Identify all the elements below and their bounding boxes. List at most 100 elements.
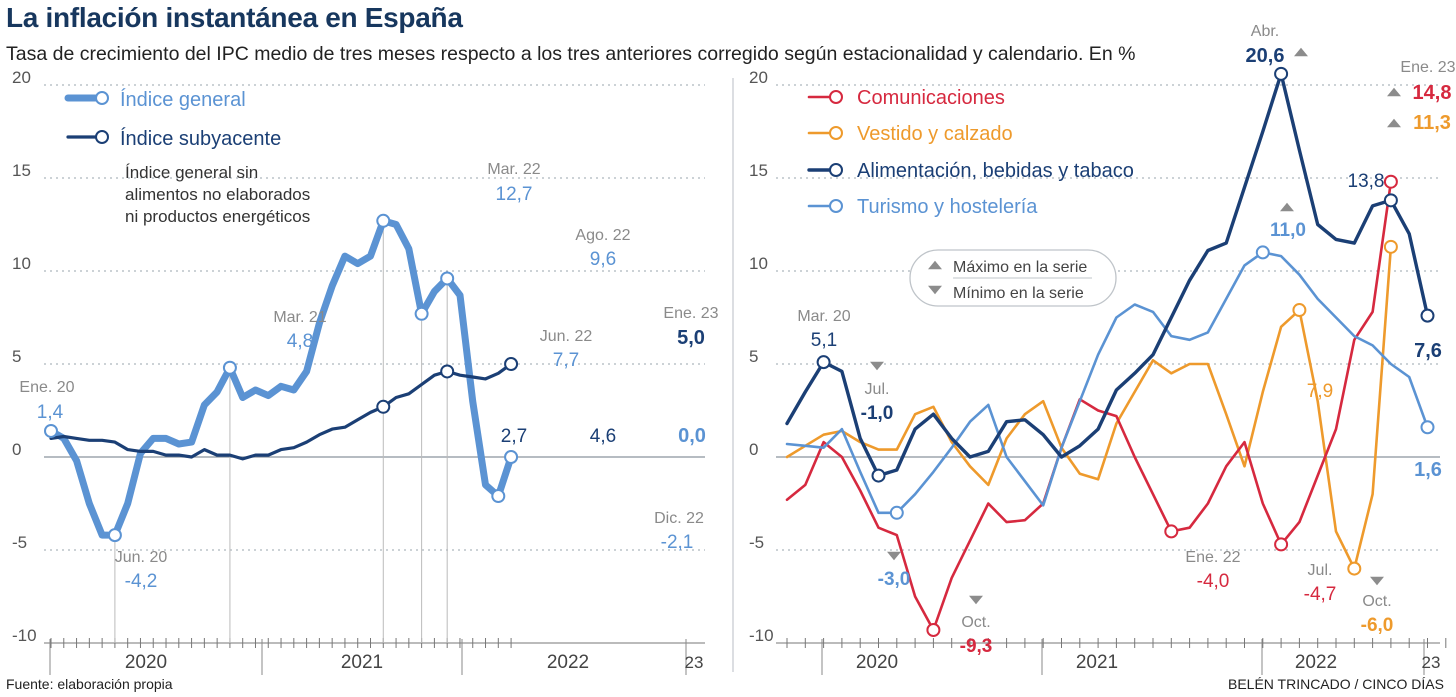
left-year-label: 2022	[547, 652, 589, 673]
annotation-value: 0,0	[678, 425, 706, 447]
legend-label-general: Índice general	[120, 88, 246, 111]
vestido-marker	[1347, 561, 1362, 576]
left-year-label: 2021	[341, 652, 383, 673]
annotation-value: 20,6	[1246, 45, 1285, 67]
indice-general-marker	[44, 423, 58, 438]
max-marker-triangle	[1280, 202, 1294, 212]
indice-subyacente-marker	[376, 399, 391, 414]
legend-marker-general	[95, 91, 109, 105]
indice-general-marker	[440, 271, 455, 286]
vestido-marker	[1292, 303, 1307, 318]
indice-general-marker	[107, 528, 122, 543]
annotation-value: -9,3	[960, 636, 993, 657]
annotation-value: -4,0	[1197, 571, 1230, 592]
legend-note-line: Índice general sin	[125, 163, 258, 182]
page-subtitle: Tasa de crecimiento del IPC medio de tre…	[6, 43, 1136, 65]
annotation-value: 7,9	[1307, 381, 1333, 402]
indice-general-marker	[376, 213, 391, 228]
annotation-value: 7,7	[553, 350, 579, 371]
right-chart-panel: 20 15 10 5 0 -5 -10 2020 2021 2022 23 Mar. 20 5,1 Jul…	[749, 23, 1456, 675]
annotation-date: Ene. 23	[663, 305, 718, 322]
legend-label: Comunicaciones	[857, 87, 1005, 109]
key-max-triangle	[928, 260, 942, 270]
annotation-date: Ago. 22	[575, 227, 630, 244]
annotation-date: Ene. 20	[19, 379, 74, 396]
annotation-date: Mar. 20	[797, 308, 850, 325]
annotation-date: Mar. 21	[273, 309, 326, 326]
left-chart-panel: 20 15 10 5 0 -5 -10 2020 2021 2022 23 Ene. 20 1,4 Jun…	[12, 68, 719, 675]
vestido-calzado-line	[785, 245, 1393, 570]
alimentacion-marker	[816, 355, 831, 370]
annotation-value: 7,6	[1414, 340, 1442, 362]
page-title: La inflación instantánea en España	[6, 2, 463, 33]
annotation-date: Mar. 22	[487, 161, 540, 178]
min-marker-triangle	[1370, 576, 1384, 586]
legend-label-subyacente: Índice subyacente	[120, 127, 281, 150]
legend-label: Vestido y calzado	[857, 123, 1013, 145]
left-y-tick-label: -5	[12, 533, 27, 552]
alimentacion-marker	[871, 468, 886, 483]
annotation-value: -4,7	[1304, 584, 1337, 605]
annotation-value: 4,6	[590, 426, 616, 447]
annotation-date: Jun. 20	[115, 549, 168, 566]
annotation-date: Dic. 22	[654, 510, 704, 527]
legend-marker	[829, 90, 843, 104]
max-marker-triangle	[1294, 47, 1308, 57]
annotation-value: 4,8	[287, 331, 313, 352]
annotation-value: 5,0	[677, 327, 705, 349]
credit-note: BELÉN TRINCADO / CINCO DÍAS	[1227, 676, 1444, 692]
annotation-value: -2,1	[661, 532, 694, 553]
annotation-value: -6,0	[1361, 615, 1394, 636]
annotation-date: Jun. 22	[540, 328, 593, 345]
comunicaciones-line	[785, 180, 1393, 632]
right-year-label: 2021	[1076, 652, 1118, 673]
right-y-tick-label: 10	[749, 254, 768, 273]
annotation-value: 14,8	[1413, 82, 1452, 104]
left-y-tick-label: 5	[12, 347, 21, 366]
right-y-tick-label: 15	[749, 161, 768, 180]
legend-marker	[829, 126, 843, 140]
min-marker-triangle	[870, 361, 884, 371]
annotation-date: Ene. 22	[1185, 549, 1240, 566]
source-note: Fuente: elaboración propia	[6, 676, 173, 692]
key-min-triangle	[928, 285, 942, 295]
indice-general-line	[47, 217, 515, 539]
comunicaciones-marker	[1383, 174, 1398, 189]
annotation-value: -4,2	[125, 571, 158, 592]
annotation-date: Ene. 23	[1400, 59, 1455, 76]
min-marker-triangle	[887, 551, 901, 561]
left-y-tick-label: 0	[12, 440, 21, 459]
right-year-label: 2022	[1295, 652, 1337, 673]
key-min-label: Mínimo en la serie	[953, 285, 1084, 302]
vestido-marker	[1383, 239, 1398, 254]
annotation-value: -1,0	[861, 403, 894, 424]
left-y-tick-label: 10	[12, 254, 31, 273]
annotation-value: 11,0	[1270, 220, 1306, 241]
min-marker-triangle	[969, 595, 983, 605]
max-marker-triangle	[1387, 118, 1401, 128]
right-y-tick-label: 0	[749, 440, 758, 459]
annotation-date: Abr.	[1251, 23, 1279, 40]
alimentacion-marker	[1274, 66, 1289, 81]
comunicaciones-marker	[1164, 524, 1179, 539]
legend-label: Alimentación, bebidas y tabaco	[857, 160, 1134, 182]
indice-general-marker	[491, 489, 506, 504]
legend-marker	[829, 199, 843, 213]
indice-general-marker	[222, 360, 237, 375]
annotation-value: 11,3	[1413, 112, 1451, 134]
annotation-date: Jul.	[865, 381, 890, 398]
annotation-date: Jul.	[1308, 562, 1333, 579]
annotation-value: 5,1	[811, 330, 837, 351]
indice-general-marker	[504, 450, 519, 464]
annotation-value: 9,6	[590, 249, 616, 270]
right-year-label: 23	[1422, 653, 1441, 672]
legend-marker	[829, 163, 843, 177]
key-max-label: Máximo en la serie	[953, 259, 1087, 276]
comunicaciones-marker	[1274, 537, 1289, 552]
right-y-tick-label: 20	[749, 68, 768, 87]
annotation-value: 1,4	[37, 402, 64, 423]
left-year-label: 2020	[125, 652, 167, 673]
turismo-marker	[1255, 245, 1270, 260]
left-y-tick-label: 20	[12, 68, 31, 87]
